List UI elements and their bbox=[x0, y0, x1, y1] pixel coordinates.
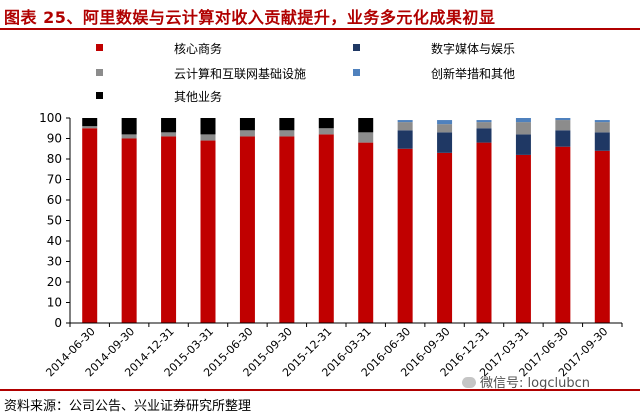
bar-core-2015-06-30 bbox=[239, 136, 255, 323]
bar-innovation-2016-12-31 bbox=[476, 120, 492, 123]
bar-core-2017-09-30 bbox=[594, 150, 610, 323]
bar-core-2016-09-30 bbox=[437, 152, 453, 323]
bar-cloud-2016-03-31 bbox=[358, 132, 374, 143]
y-tick-label: 50 bbox=[47, 214, 62, 228]
bar-media-2016-12-31 bbox=[476, 128, 492, 143]
source-note: 资料来源：公司公告、兴业证券研究所整理 bbox=[4, 399, 252, 414]
legend-swatch bbox=[96, 92, 103, 99]
legend-label: 数字媒体与娱乐 bbox=[431, 42, 516, 56]
y-tick-label: 70 bbox=[47, 173, 62, 187]
bar-core-2016-12-31 bbox=[476, 142, 492, 323]
bar-cloud-2017-03-31 bbox=[515, 122, 531, 135]
y-tick-label: 80 bbox=[47, 152, 62, 166]
legend-swatch bbox=[96, 44, 103, 51]
legend-label: 云计算和互联网基础设施 bbox=[174, 67, 307, 81]
bar-innovation-2017-09-30 bbox=[594, 120, 610, 123]
bar-other-2015-12-31 bbox=[318, 118, 334, 129]
bar-cloud-2016-12-31 bbox=[476, 122, 492, 129]
y-tick-label: 10 bbox=[47, 296, 62, 310]
bar-innovation-2017-06-30 bbox=[555, 118, 571, 121]
bar-core-2017-03-31 bbox=[515, 154, 531, 323]
bar-other-2015-09-30 bbox=[279, 118, 295, 131]
bar-other-2015-06-30 bbox=[239, 118, 255, 131]
watermark-text: 微信号: logclubcn bbox=[480, 376, 590, 391]
title-bar: 图表 25、阿里数娱与云计算对收入贡献提升，业务多元化成果初显 bbox=[0, 0, 640, 30]
y-tick-label: 100 bbox=[39, 111, 62, 125]
bar-media-2017-06-30 bbox=[555, 130, 571, 147]
legend-swatch bbox=[96, 69, 103, 76]
bar-cloud-2017-06-30 bbox=[555, 120, 571, 131]
bar-other-2014-09-30 bbox=[121, 118, 137, 135]
bar-cloud-2015-03-31 bbox=[200, 134, 216, 141]
legend-label: 其他业务 bbox=[174, 90, 223, 104]
wechat-icon bbox=[462, 377, 476, 388]
bar-cloud-2016-06-30 bbox=[397, 122, 413, 131]
bar-other-2014-12-31 bbox=[161, 118, 177, 133]
bar-cloud-2015-12-31 bbox=[318, 128, 334, 135]
bar-media-2017-09-30 bbox=[594, 132, 610, 151]
bar-cloud-2014-06-30 bbox=[82, 126, 98, 129]
bar-core-2016-03-31 bbox=[358, 142, 374, 323]
bar-cloud-2014-12-31 bbox=[161, 132, 177, 137]
y-tick-label: 60 bbox=[47, 193, 62, 207]
bar-cloud-2015-06-30 bbox=[239, 130, 255, 137]
bar-media-2016-09-30 bbox=[437, 132, 453, 153]
legend-swatch bbox=[353, 44, 360, 51]
bar-media-2017-03-31 bbox=[515, 134, 531, 155]
bar-innovation-2016-09-30 bbox=[437, 120, 453, 125]
bar-core-2016-06-30 bbox=[397, 148, 413, 323]
source-bar: 资料来源：公司公告、兴业证券研究所整理 bbox=[0, 389, 640, 415]
bar-cloud-2015-09-30 bbox=[279, 130, 295, 137]
bar-core-2015-09-30 bbox=[279, 136, 295, 323]
y-tick-label: 20 bbox=[47, 275, 62, 289]
watermark: 微信号: logclubcn bbox=[462, 372, 590, 391]
chart-title: 图表 25、阿里数娱与云计算对收入贡献提升，业务多元化成果初显 bbox=[4, 8, 496, 27]
legend-label: 创新举措和其他 bbox=[431, 67, 516, 81]
bar-core-2017-06-30 bbox=[555, 146, 571, 323]
bar-core-2014-06-30 bbox=[82, 128, 98, 323]
bar-cloud-2017-09-30 bbox=[594, 122, 610, 133]
bar-cloud-2014-09-30 bbox=[121, 134, 137, 139]
legend-swatch bbox=[353, 69, 360, 76]
bar-core-2015-03-31 bbox=[200, 140, 216, 323]
bar-core-2014-12-31 bbox=[161, 136, 177, 323]
bar-core-2015-12-31 bbox=[318, 134, 334, 323]
bar-other-2015-03-31 bbox=[200, 118, 216, 135]
legend-label: 核心商务 bbox=[174, 42, 223, 56]
y-tick-label: 90 bbox=[47, 132, 62, 146]
bars-group bbox=[82, 118, 610, 323]
y-tick-label: 0 bbox=[54, 316, 62, 330]
y-tick-label: 30 bbox=[47, 255, 62, 269]
bar-cloud-2016-09-30 bbox=[437, 124, 453, 133]
bar-core-2014-09-30 bbox=[121, 138, 137, 323]
bar-innovation-2016-06-30 bbox=[397, 120, 413, 123]
bar-other-2016-03-31 bbox=[358, 118, 374, 133]
stacked-bar-chart: 01020304050607080901002014-06-302014-09-… bbox=[39, 111, 623, 379]
bar-innovation-2017-03-31 bbox=[515, 118, 531, 123]
bar-other-2014-06-30 bbox=[82, 118, 98, 127]
bar-media-2016-06-30 bbox=[397, 130, 413, 149]
y-tick-label: 40 bbox=[47, 234, 62, 248]
